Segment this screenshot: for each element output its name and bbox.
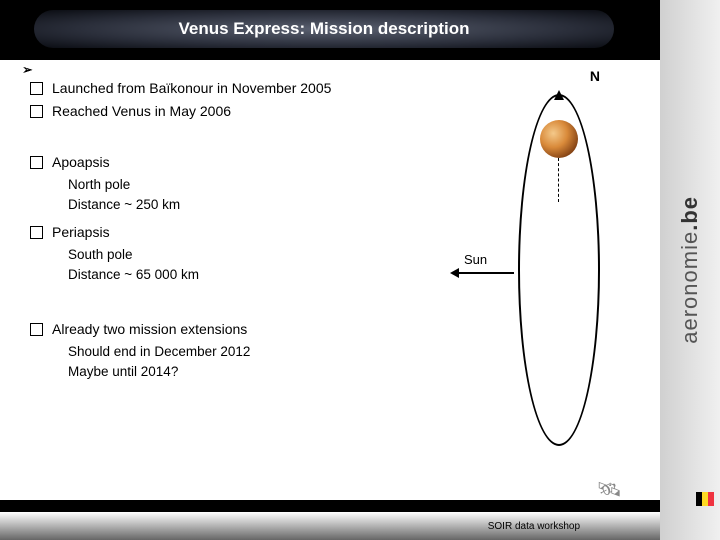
brand-part-a: aeronomie — [677, 231, 702, 344]
orbit-diagram: N Sun — [476, 72, 626, 452]
satellite-icon: 🛰 — [597, 477, 622, 502]
sun-label: Sun — [464, 252, 487, 267]
venus-planet-icon — [540, 120, 578, 158]
belgium-flag-icon — [696, 492, 714, 506]
flag-stripe — [708, 492, 714, 506]
slide-content: Launched from Baïkonour in November 2005… — [0, 60, 660, 500]
footer-text: SOIR data workshop — [488, 521, 580, 532]
slide-title: Venus Express: Mission description — [179, 19, 470, 39]
sidebar-brand: aeronomie.be — [677, 196, 703, 344]
north-label: N — [590, 68, 600, 84]
sun-arrow-icon — [458, 272, 514, 274]
brand-part-b: .be — [677, 196, 702, 231]
dashed-line — [558, 158, 559, 202]
footer: SOIR data workshop — [0, 512, 660, 540]
title-bar: Venus Express: Mission description — [34, 10, 614, 48]
sidebar-logo: aeronomie.be — [660, 0, 720, 540]
